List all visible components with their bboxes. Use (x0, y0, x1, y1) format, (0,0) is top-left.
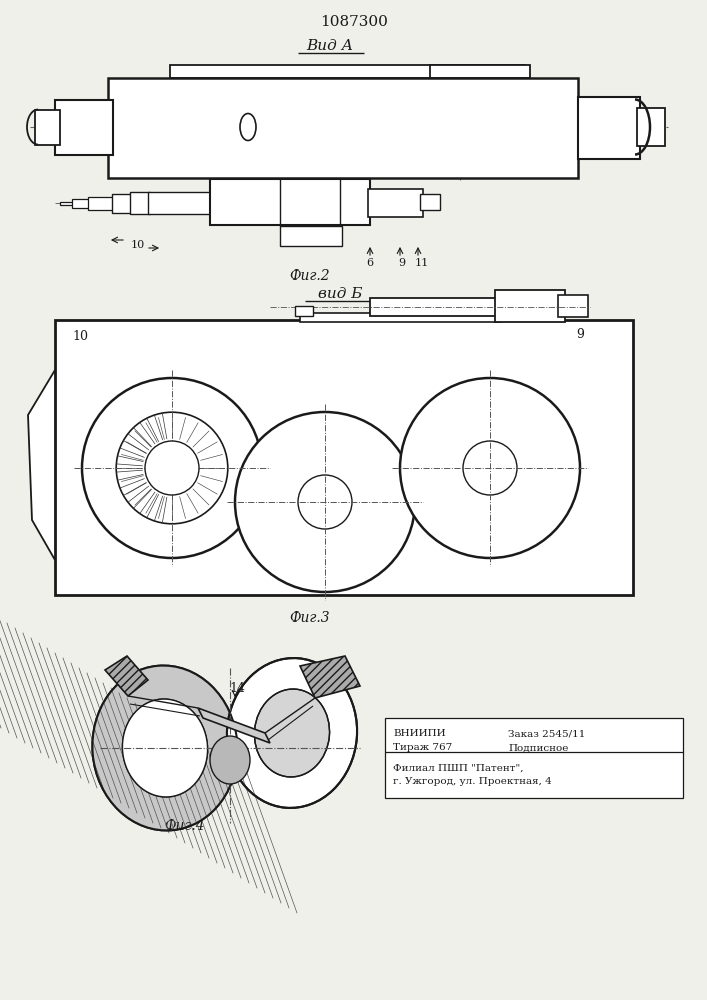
Text: 9: 9 (576, 328, 584, 340)
Bar (430, 65, 530, 78)
Bar (55, 100, 113, 155)
Bar (210, 179, 370, 225)
Text: 1087300: 1087300 (320, 15, 388, 29)
Text: г. Ужгород, ул. Проектная, 4: г. Ужгород, ул. Проектная, 4 (393, 778, 551, 786)
Text: ВНИИПИ: ВНИИПИ (393, 730, 445, 738)
Bar (35, 110, 60, 145)
Ellipse shape (227, 658, 357, 808)
Polygon shape (105, 656, 148, 696)
Bar (130, 192, 150, 214)
Text: Филиал ПШП "Патент",: Филиал ПШП "Патент", (393, 764, 523, 772)
Ellipse shape (122, 699, 208, 797)
Bar (420, 194, 440, 210)
Text: 9: 9 (399, 258, 406, 268)
Circle shape (145, 441, 199, 495)
Bar (495, 290, 565, 322)
Ellipse shape (210, 736, 250, 784)
Bar (148, 192, 213, 214)
Polygon shape (300, 656, 360, 698)
Ellipse shape (240, 113, 256, 140)
Bar (55, 320, 633, 595)
Circle shape (116, 412, 228, 524)
Ellipse shape (93, 666, 238, 830)
Bar (295, 306, 313, 316)
Text: Подписное: Подписное (508, 744, 568, 752)
Text: Тираж 767: Тираж 767 (393, 744, 452, 752)
Text: 10: 10 (72, 330, 88, 342)
Text: 6: 6 (366, 258, 373, 268)
Bar (88, 197, 116, 210)
Text: 14: 14 (229, 682, 245, 694)
Bar (368, 189, 423, 217)
Bar (370, 298, 505, 316)
Text: 10: 10 (131, 240, 145, 250)
Text: Вид А: Вид А (306, 39, 354, 53)
Polygon shape (198, 708, 270, 743)
Ellipse shape (93, 666, 238, 830)
Text: вид Б: вид Б (317, 287, 362, 301)
Text: Фиг.2: Фиг.2 (290, 269, 330, 283)
Bar (385, 718, 683, 798)
Ellipse shape (255, 689, 329, 777)
Ellipse shape (122, 699, 208, 797)
Bar (280, 226, 342, 246)
Text: 12: 12 (334, 430, 350, 442)
Circle shape (82, 378, 262, 558)
Polygon shape (28, 370, 55, 560)
Circle shape (298, 475, 352, 529)
Bar (170, 65, 525, 78)
Bar (72, 199, 92, 208)
Bar (578, 97, 640, 159)
Bar (558, 295, 588, 317)
Circle shape (400, 378, 580, 558)
Text: 11: 11 (415, 258, 429, 268)
Text: Заказ 2545/11: Заказ 2545/11 (508, 730, 585, 738)
Text: Фиг.3: Фиг.3 (290, 611, 330, 625)
Bar (300, 313, 500, 322)
Bar (108, 78, 578, 178)
Circle shape (235, 412, 415, 592)
Text: Фиг.4: Фиг.4 (165, 819, 205, 833)
Text: 11: 11 (497, 424, 513, 436)
Bar (637, 108, 665, 146)
Bar (112, 194, 134, 213)
Bar (60, 202, 78, 205)
Circle shape (463, 441, 517, 495)
